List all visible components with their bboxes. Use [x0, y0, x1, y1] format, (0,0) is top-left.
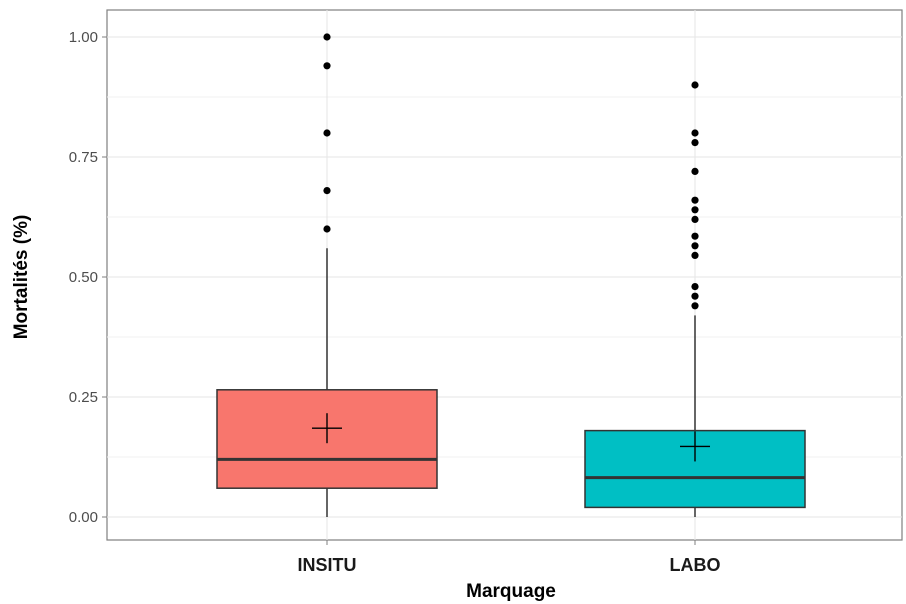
y-tick-label: 1.00 [69, 29, 98, 46]
box-group-insitu [216, 33, 438, 517]
outlier-point [323, 225, 331, 233]
outlier-point [691, 242, 699, 250]
box-series [216, 33, 806, 517]
x-tick-label: LABO [670, 555, 721, 575]
outlier-point [691, 292, 699, 300]
x-axis-categories: INSITU LABO [297, 540, 721, 575]
outlier-point [691, 196, 699, 204]
outlier-point [691, 232, 699, 240]
outlier-point [691, 251, 699, 259]
x-tick-label: INSITU [297, 555, 356, 575]
outlier-point [323, 129, 331, 137]
outlier-point [323, 33, 331, 41]
y-axis-title: Mortalités (%) [11, 215, 32, 340]
y-tick-label: 0.75 [69, 149, 98, 166]
box-group-labo [584, 81, 806, 517]
outlier-point [691, 81, 699, 89]
y-tick-label: 0.25 [69, 389, 98, 406]
outlier-point [691, 139, 699, 147]
outlier-point [691, 206, 699, 214]
outlier-point [691, 302, 699, 310]
y-axis-ticks: 0.00 0.25 0.50 0.75 1.00 [69, 29, 107, 526]
outlier-point [323, 62, 331, 70]
outlier-point [691, 283, 699, 291]
outlier-point [691, 129, 699, 137]
x-axis-title: Marquage [466, 581, 556, 602]
outlier-point [323, 187, 331, 195]
y-tick-label: 0.50 [69, 269, 98, 286]
outlier-point [691, 167, 699, 175]
y-tick-label: 0.00 [69, 509, 98, 526]
outlier-point [691, 215, 699, 223]
